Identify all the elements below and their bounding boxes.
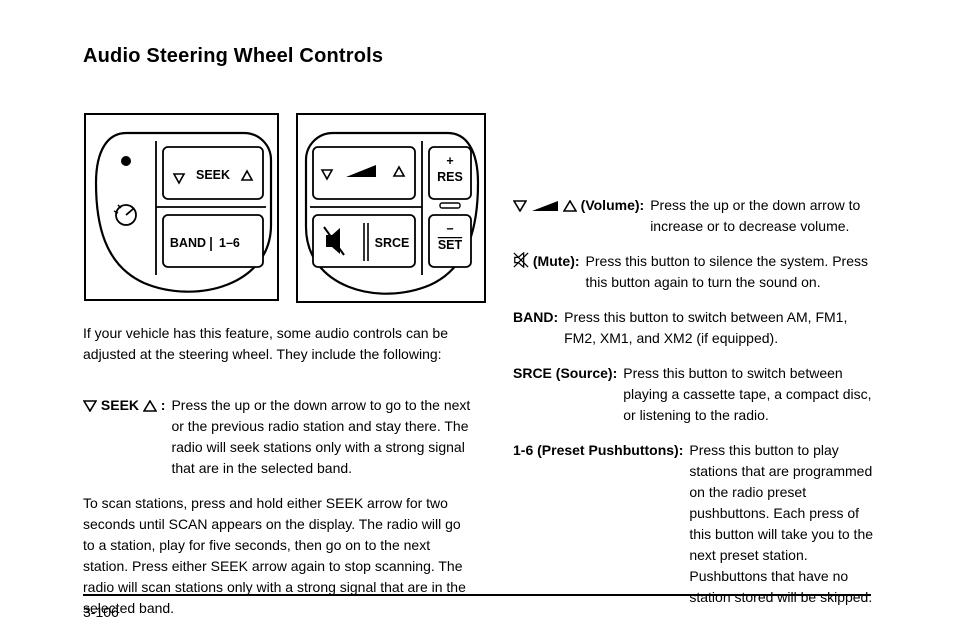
res-label: RES	[437, 170, 463, 184]
footer-rule	[83, 594, 871, 596]
definition-entry: BAND:Press this button to switch between…	[513, 307, 878, 349]
entry-label: SEEK :	[83, 395, 165, 479]
left-column: SEEK :Press the up or the down arrow to …	[83, 395, 473, 633]
mute-icon	[513, 252, 529, 268]
definition-entry: SEEK :Press the up or the down arrow to …	[83, 395, 473, 479]
minus-label: −	[446, 222, 453, 236]
entry-body: Press this button to play stations that …	[689, 440, 878, 608]
entry-body: Press the up or the down arrow to increa…	[650, 195, 878, 237]
page: Audio Steering Wheel Controls	[0, 0, 954, 636]
definition-entry: (Volume):Press the up or the down arrow …	[513, 195, 878, 237]
right-column: (Volume):Press the up or the down arrow …	[513, 195, 878, 622]
left-pod-svg: SEEK BAND 1–6	[86, 115, 281, 303]
intro-note: If your vehicle has this feature, some a…	[83, 323, 493, 365]
triangle-down-icon	[83, 400, 97, 412]
page-number: 3-106	[83, 604, 119, 620]
definition-entry: SRCE (Source):Press this button to switc…	[513, 363, 878, 426]
preset-label: 1–6	[219, 236, 240, 250]
illustration-left-panel: SEEK BAND 1–6	[84, 113, 279, 301]
srce-label: SRCE	[375, 236, 410, 250]
set-label: SET	[438, 238, 463, 252]
entry-label: (Volume):	[513, 195, 644, 237]
entry-label: 1-6 (Preset Pushbuttons):	[513, 440, 683, 608]
illustration-right-panel: SRCE + RES − SET	[296, 113, 486, 303]
triangle-down-icon	[513, 200, 527, 212]
entry-body-continued: To scan stations, press and hold either …	[83, 493, 473, 619]
plus-label: +	[446, 154, 453, 168]
entry-label: (Mute):	[513, 251, 580, 293]
entry-label: SRCE (Source):	[513, 363, 617, 426]
volume-wedge-icon	[531, 200, 559, 212]
entry-label: BAND:	[513, 307, 558, 349]
triangle-up-icon	[563, 200, 577, 212]
triangle-up-icon	[143, 400, 157, 412]
definition-entry: (Mute):Press this button to silence the …	[513, 251, 878, 293]
entry-body: Press the up or the down arrow to go to …	[171, 395, 473, 479]
section-title: Audio Steering Wheel Controls	[83, 45, 383, 68]
definition-entry: 1-6 (Preset Pushbuttons):Press this butt…	[513, 440, 878, 608]
entry-body: Press this button to silence the system.…	[586, 251, 878, 293]
entry-body: Press this button to switch between play…	[623, 363, 878, 426]
band-label: BAND	[170, 236, 206, 250]
right-pod-svg: SRCE + RES − SET	[298, 115, 488, 305]
entry-body: Press this button to switch between AM, …	[564, 307, 878, 349]
seek-label: SEEK	[196, 168, 230, 182]
